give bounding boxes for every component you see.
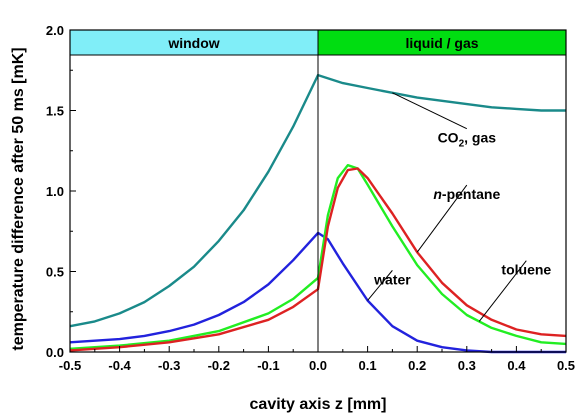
series-line-n-pentane (69, 167, 567, 352)
axes: -0.5 -0.4 -0.3 -0.2 -0.1 0.0 0.1 0.2 0.3 0.4 0.5 0.… (46, 23, 575, 373)
region-bands: window liquid / gas (69, 29, 567, 56)
y-axis-title: temperature difference after 50 ms [mK] (10, 47, 27, 350)
region-label-0: window (167, 35, 219, 51)
annotation-rest: -pentane (442, 186, 501, 202)
x-tick-label-6: 0.1 (359, 358, 377, 373)
region-band-1 (317, 29, 567, 56)
x-tick-label-0: -0.5 (59, 358, 81, 373)
y-tick-label-4: 2.0 (46, 23, 64, 38)
x-tick-label-9: 0.4 (507, 358, 526, 373)
x-tick-label-2: -0.3 (158, 358, 180, 373)
series-line-toluene (69, 163, 567, 350)
region-label-1: liquid / gas (405, 35, 478, 51)
x-axis-title: cavity axis z [mm] (250, 396, 387, 413)
x-tick-label-3: -0.2 (208, 358, 230, 373)
annotation-leader-3 (367, 270, 393, 301)
x-tick-label-5: 0.0 (309, 358, 327, 373)
annotation-main: CO (438, 130, 459, 146)
y-tick-label-1: 0.5 (46, 265, 64, 280)
annotation-leader-2 (478, 260, 527, 322)
x-tick-label-4: -0.1 (257, 358, 279, 373)
annotation-leader-0 (392, 92, 468, 130)
annotation-label-3: water (373, 271, 411, 287)
annotation-italic: n (433, 186, 442, 202)
x-tick-label-7: 0.2 (408, 358, 426, 373)
annotation-leader-1 (416, 184, 468, 253)
x-tick-label-1: -0.4 (108, 358, 131, 373)
annotation-label-2: toluene (501, 262, 551, 278)
x-tick-label-8: 0.3 (458, 358, 476, 373)
annotation-label-0: CO2, gas (438, 130, 497, 150)
annotation-rest: water (373, 271, 411, 287)
annotation-rest: toluene (501, 262, 551, 278)
annotation-rest: , gas (464, 130, 496, 146)
x-tick-label-10: 0.5 (557, 358, 575, 373)
y-tick-label-3: 1.5 (46, 104, 64, 119)
annotations: CO2, gas n-pentane toluene water (367, 92, 551, 322)
y-tick-label-0: 0.0 (46, 345, 64, 360)
annotation-sub: 2 (459, 139, 465, 150)
annotation-label-1: n-pentane (433, 186, 500, 202)
region-band-0 (69, 29, 319, 56)
y-tick-label-2: 1.0 (46, 184, 64, 199)
